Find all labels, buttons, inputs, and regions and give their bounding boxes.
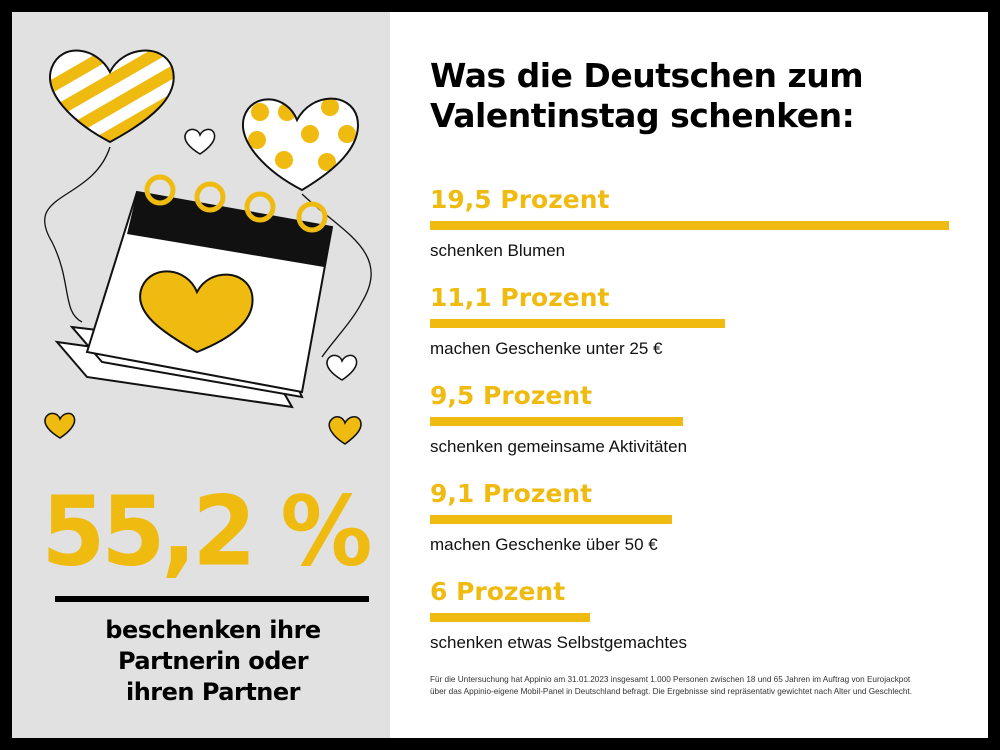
bar-row: 6 Prozent schenken etwas Selbstgemachtes: [430, 576, 970, 654]
bar-value-label: 9,5 Prozent: [430, 381, 593, 410]
bar: [430, 417, 683, 426]
footnote-line: über das Appinio-eigene Mobil-Panel in D…: [430, 687, 912, 696]
dotted-heart-balloon-icon: [241, 97, 372, 358]
bar: [430, 319, 726, 328]
calendar-heart-icon: [54, 174, 334, 409]
highlight-text: beschenken ihre Partnerin oder ihren Par…: [40, 615, 386, 708]
left-panel: 55,2 % beschenken ihre Partnerin oder ih…: [12, 12, 390, 738]
bar-row: 9,1 Prozent machen Geschenke über 50 €: [430, 478, 970, 556]
highlight-value: 55,2 %: [41, 475, 372, 588]
divider: [55, 596, 369, 602]
highlight-line: Partnerin oder: [117, 647, 309, 675]
highlight-line: beschenken ihre: [105, 616, 321, 644]
bar: [430, 221, 949, 230]
bar-row: 9,5 Prozent schenken gemeinsame Aktivität…: [430, 380, 970, 458]
bar-category-label: machen Geschenke unter 25 €: [430, 339, 663, 358]
title-line: Was die Deutschen zum: [430, 56, 864, 95]
bar: [430, 515, 673, 524]
bar-value-label: 9,1 Prozent: [430, 479, 593, 508]
bar-value-label: 11,1 Prozent: [430, 283, 610, 312]
bar-category-label: schenken Blumen: [430, 241, 566, 260]
small-heart-icon: [44, 128, 362, 445]
page-title: Was die Deutschen zum Valentinstag schen…: [430, 56, 864, 136]
footnote: Für die Untersuchung hat Appinio am 31.0…: [430, 674, 970, 698]
bar-category-label: schenken etwas Selbstgemachtes: [430, 633, 688, 652]
bar-value-label: 6 Prozent: [430, 577, 566, 606]
footnote-line: Für die Untersuchung hat Appinio am 31.0…: [430, 675, 911, 684]
valentine-illustration: [44, 49, 372, 445]
highlight-line: ihren Partner: [125, 678, 301, 706]
right-panel: Was die Deutschen zum Valentinstag schen…: [390, 12, 988, 738]
bar-category-label: machen Geschenke über 50 €: [430, 535, 658, 554]
bar: [430, 613, 590, 622]
bar-row: 11,1 Prozent machen Geschenke unter 25 €: [430, 282, 970, 360]
bar-value-label: 19,5 Prozent: [430, 185, 610, 214]
bar-row: 19,5 Prozent schenken Blumen: [430, 184, 970, 262]
bar-category-label: schenken gemeinsame Aktivitäten: [430, 437, 688, 456]
title-line: Valentinstag schenken:: [430, 96, 855, 135]
